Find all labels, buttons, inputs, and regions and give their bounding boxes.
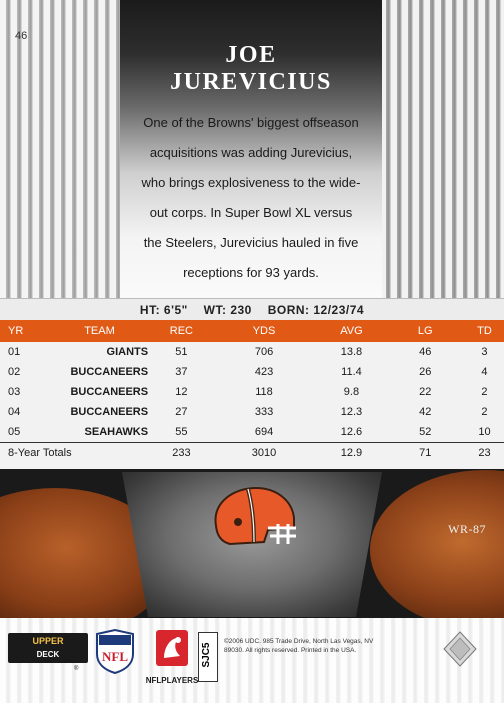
cell-avg: 9.8: [343, 386, 360, 398]
nfl-label: NFL: [102, 649, 128, 664]
bio-line: out corps. In Super Bowl XL versus: [149, 205, 353, 220]
cell-yr: 05: [8, 425, 21, 438]
cell-avg: 11.4: [341, 366, 362, 378]
cell-yr: 04: [8, 406, 21, 418]
nflplayers-icon: [156, 630, 188, 666]
cell-rec: 51: [175, 346, 188, 358]
cell-yds: 333: [254, 406, 274, 418]
player-last-name: JUREVICIUS: [170, 69, 332, 95]
cell-team: SEAHAWKS: [84, 425, 149, 438]
hologram-icon: [443, 631, 477, 667]
table-row: 03 BUCCANEERS 12 118 9.8 22 2: [0, 382, 504, 402]
legal-line: ©2006 UDC. 985 Trade Drive, North Las Ve…: [224, 638, 374, 645]
cell-td: 2: [481, 406, 488, 418]
cell-lg: 26: [419, 366, 432, 378]
cell-yr: 01: [8, 346, 21, 358]
header-td: TD: [477, 325, 492, 337]
set-code-box: SJC5: [198, 632, 218, 682]
legal-text: ©2006 UDC. 985 Trade Drive, North Las Ve…: [224, 637, 424, 655]
cell-yr: 03: [8, 386, 21, 398]
table-row: 02 BUCCANEERS 37 423 11.4 26 4: [0, 362, 504, 382]
total-td: 23: [478, 447, 491, 460]
cell-yds: 706: [254, 346, 274, 358]
cell-avg: 12.3: [340, 406, 363, 418]
table-row: 04 BUCCANEERS 27 333 12.3 42 2: [0, 402, 504, 422]
stats-table-container: YR TEAM REC YDS AVG LG TD 01 GIANTS 51 7…: [0, 320, 504, 469]
cell-avg: 13.8: [340, 346, 363, 358]
legal-line: 89030. All rights reserved. Printed in t…: [224, 647, 357, 654]
nfl-shield-icon: NFL: [96, 628, 134, 674]
cell-team: GIANTS: [106, 346, 149, 358]
nflplayers-label: NFLPLAYERS: [145, 676, 199, 685]
birth-date: BORN: 12/23/74: [267, 303, 365, 317]
stats-table: YR TEAM REC YDS AVG LG TD 01 GIANTS 51 7…: [0, 320, 504, 464]
total-rec: 233: [172, 447, 191, 460]
cell-lg: 22: [419, 386, 432, 398]
bio-line: acquisitions was adding Jurevicius,: [149, 145, 353, 160]
brand-bottom: DECK: [36, 650, 60, 659]
player-first-name: JOE: [225, 42, 277, 68]
cell-yds: 423: [254, 366, 274, 378]
header-yds: YDS: [252, 325, 276, 337]
browns-helmet-icon: [214, 486, 296, 546]
cell-td: 2: [481, 386, 488, 398]
player-bio: One of the Browns' biggest offseason acq…: [130, 108, 372, 288]
cell-rec: 37: [175, 366, 188, 378]
header-team: TEAM: [84, 325, 115, 337]
cell-yr: 02: [8, 366, 21, 378]
brand-top: UPPER: [32, 636, 64, 646]
cell-rec: 12: [175, 386, 188, 398]
player-vitals: HT: 6'5" WT: 230 BORN: 12/23/74: [0, 298, 504, 321]
cell-lg: 42: [419, 406, 432, 418]
cell-td: 3: [481, 346, 488, 358]
position-code: WR-87: [448, 522, 486, 536]
cell-team: BUCCANEERS: [70, 366, 149, 378]
total-lg: 71: [419, 447, 432, 460]
cell-avg: 12.6: [340, 425, 363, 438]
cell-rec: 55: [175, 425, 188, 438]
cell-td: 4: [481, 366, 488, 378]
card-number: 46: [15, 30, 28, 42]
stats-header-row: YR TEAM REC YDS AVG LG TD: [0, 320, 504, 342]
bio-line: who brings explosiveness to the wide-: [141, 175, 361, 190]
table-row: 05 SEAHAWKS 55 694 12.6 52 10: [0, 422, 504, 442]
top-stripe-background-right: [380, 0, 504, 298]
header-yr: YR: [8, 325, 24, 337]
cell-yds: 694: [254, 425, 274, 438]
height: HT: 6'5": [139, 303, 188, 317]
upper-deck-logo: UPPER DECK: [8, 633, 88, 663]
cell-lg: 46: [419, 346, 432, 358]
header-rec: REC: [169, 325, 193, 337]
cell-lg: 52: [419, 425, 432, 438]
weight: WT: 230: [203, 303, 252, 317]
cell-yds: 118: [255, 386, 273, 398]
cell-td: 10: [478, 425, 491, 438]
bio-line: receptions for 93 yards.: [183, 265, 319, 280]
cell-team: BUCCANEERS: [70, 406, 149, 418]
registered-mark: ®: [74, 666, 79, 672]
cell-team: BUCCANEERS: [70, 386, 149, 398]
cell-rec: 27: [175, 406, 188, 418]
header-avg: AVG: [340, 325, 363, 337]
set-code: SJC5: [201, 642, 212, 668]
total-yds: 3010: [251, 447, 277, 460]
table-row: 01 GIANTS 51 706 13.8 46 3: [0, 342, 504, 362]
header-lg: LG: [417, 325, 433, 337]
total-avg: 12.9: [340, 447, 363, 460]
bio-line: the Steelers, Jurevicius hauled in five: [143, 235, 359, 250]
bio-line: One of the Browns' biggest offseason: [143, 115, 359, 130]
totals-row: 8-Year Totals 233 3010 12.9 71 23: [0, 442, 504, 464]
totals-label: 8-Year Totals: [8, 447, 72, 460]
bio-panel: [120, 0, 382, 298]
